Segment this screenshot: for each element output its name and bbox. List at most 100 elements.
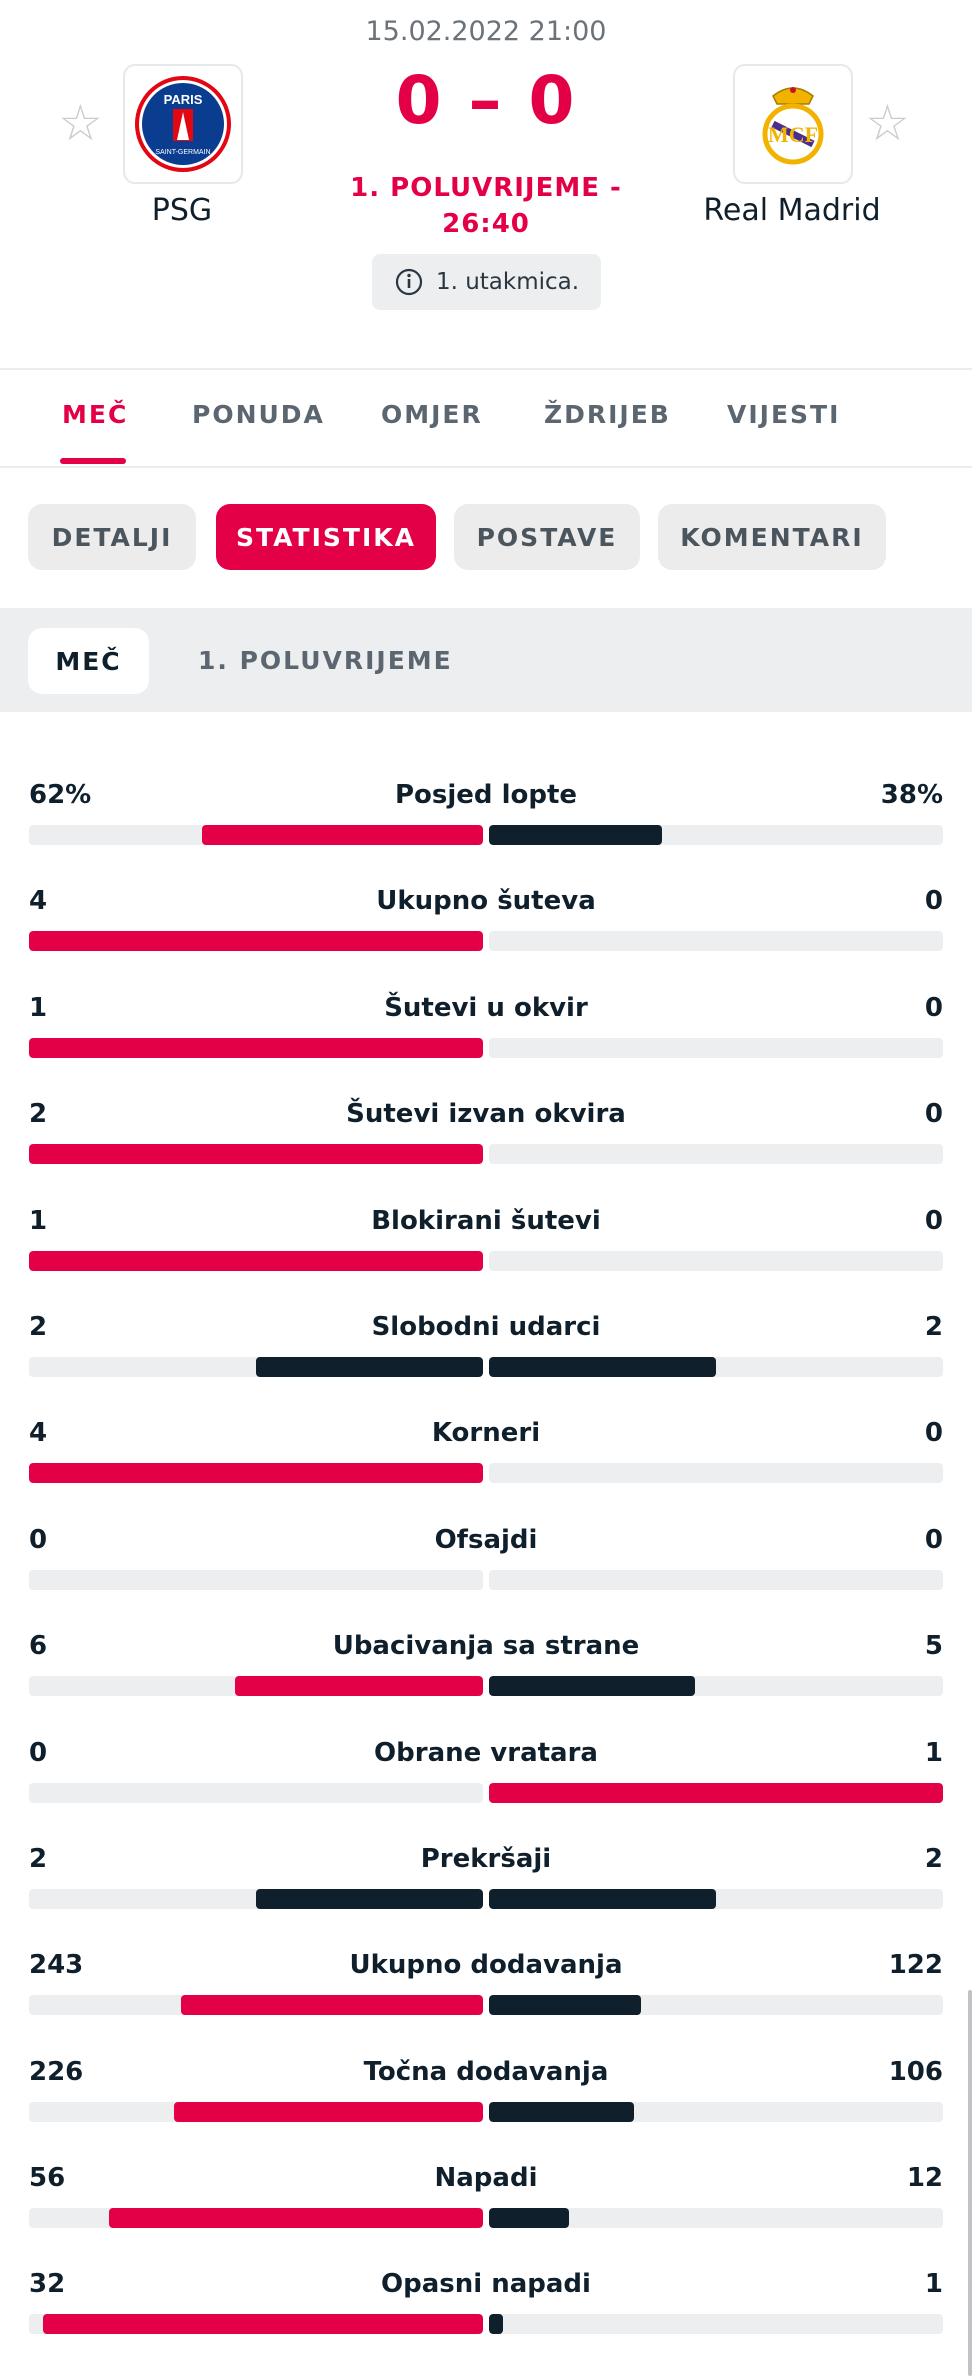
stat-row: 226 Točna dodavanja 106 (0, 2037, 972, 2143)
stat-away-value: 12 (906, 2163, 943, 2194)
stat-away-value: 0 (924, 886, 943, 917)
stat-away-value: 0 (924, 1099, 943, 1130)
tab-ponuda[interactable]: PONUDA (192, 400, 325, 429)
period-first-half-button[interactable]: 1. POLUVRIJEME (198, 646, 453, 675)
stat-away-value: 106 (888, 2056, 943, 2087)
stat-away-value: 0 (924, 1524, 943, 1555)
stat-home-bar (174, 2101, 483, 2122)
stat-home-bar-track (29, 1037, 483, 1058)
stat-away-bar-track (489, 1250, 943, 1271)
tab-omjer[interactable]: OMJER (381, 400, 483, 429)
scrollbar[interactable] (968, 1990, 972, 2376)
stat-home-bar (29, 1037, 483, 1058)
stat-away-bar-track (489, 825, 943, 845)
tab-mec[interactable]: MEČ (62, 400, 129, 429)
stat-away-bar-track (489, 1888, 943, 1909)
subtab-detalji[interactable]: DETALJI (28, 504, 196, 570)
stat-row: 0 Obrane vratara 1 (0, 1718, 972, 1824)
stat-away-bar (489, 1356, 716, 1377)
stat-away-value: 5 (924, 1631, 943, 1662)
stat-home-bar-track (29, 1782, 483, 1803)
stat-home-value: 32 (29, 2269, 66, 2300)
stat-row: 4 Korneri 0 (0, 1398, 972, 1504)
stat-home-value: 0 (29, 1737, 48, 1768)
stat-name: Korneri (431, 1418, 541, 1449)
info-icon (395, 268, 423, 296)
stat-home-bar (43, 2314, 483, 2335)
subtab-postave[interactable]: POSTAVE (454, 504, 640, 570)
svg-text:MCF: MCF (768, 122, 818, 147)
leg-info-text: 1. utakmica. (435, 269, 580, 295)
stat-name: Šutevi izvan okvira (346, 1099, 626, 1130)
favorite-star-icon-home[interactable]: ☆ (58, 94, 103, 152)
stat-home-bar-track (29, 1463, 483, 1484)
stat-row: 0 Ofsajdi 0 (0, 1505, 972, 1611)
stat-home-bar (202, 825, 483, 845)
home-team-logo[interactable]: PARIS SAINT-GERMAIN (123, 64, 243, 184)
stat-away-bar (489, 1888, 716, 1909)
stat-home-value: 243 (29, 1950, 84, 1981)
stat-home-bar-track (29, 2208, 483, 2229)
stat-home-bar (256, 1888, 483, 1909)
stat-home-value: 226 (29, 2056, 84, 2087)
stat-row: 1 Blokirani šutevi 0 (0, 1186, 972, 1292)
subtab-statistika[interactable]: STATISTIKA (216, 504, 436, 570)
stat-away-bar-track (489, 2314, 943, 2335)
tab-vijesti[interactable]: VIJESTI (727, 400, 841, 429)
stat-home-value: 56 (29, 2163, 66, 2194)
away-team-name[interactable]: Real Madrid (703, 193, 881, 228)
stat-home-value: 2 (29, 1843, 48, 1874)
stat-home-bar-track (29, 2101, 483, 2122)
stat-away-value: 1 (924, 1737, 943, 1768)
statistics-list: 62% Posjed lopte 38% 4 Ukupno šuteva 0 1 Šutevi… (0, 760, 972, 2356)
stat-name: Obrane vratara (374, 1737, 598, 1768)
stat-name: Opasni napadi (381, 2269, 591, 2300)
stat-away-value: 0 (924, 1205, 943, 1236)
stat-away-bar (489, 825, 662, 845)
stat-name: Točna dodavanja (363, 2056, 609, 2087)
stat-home-bar-track (29, 1144, 483, 1165)
stat-row: 56 Napadi 12 (0, 2143, 972, 2249)
match-header: 15.02.2022 21:00 ☆ PARIS SAINT-GERMAIN P… (0, 0, 972, 368)
stat-home-value: 0 (29, 1524, 48, 1555)
stat-away-bar-track (489, 1569, 943, 1590)
stat-home-bar (256, 1356, 483, 1377)
stat-away-value: 38% (880, 780, 943, 810)
stat-away-value: 0 (924, 992, 943, 1023)
home-team-name[interactable]: PSG (151, 193, 213, 228)
stat-home-bar (29, 1144, 483, 1165)
stat-away-value: 122 (888, 1950, 943, 1981)
stat-home-bar-track (29, 1676, 483, 1697)
stat-name: Posjed lopte (394, 780, 578, 810)
period-match-button[interactable]: MEČ (28, 628, 149, 694)
svg-text:PARIS: PARIS (164, 92, 203, 107)
tab-zdrijeb[interactable]: ŽDRIJEB (544, 400, 671, 429)
stat-home-value: 2 (29, 1311, 48, 1342)
stat-home-bar (29, 1250, 483, 1271)
stat-away-bar (489, 1995, 641, 2016)
stat-home-bar-track (29, 1995, 483, 2016)
stat-name: Ofsajdi (434, 1524, 538, 1555)
stat-row: 2 Slobodni udarci 2 (0, 1292, 972, 1398)
stat-home-value: 2 (29, 1099, 48, 1130)
stat-home-bar-track (29, 825, 483, 845)
stat-home-bar-track (29, 1888, 483, 1909)
stat-home-value: 62% (29, 780, 92, 810)
svg-text:SAINT-GERMAIN: SAINT-GERMAIN (155, 149, 210, 156)
away-team-logo[interactable]: MCF (733, 64, 853, 184)
main-tabs: MEČ PONUDA OMJER ŽDRIJEB VIJESTI (0, 368, 972, 468)
stat-row: 1 Šutevi u okvir 0 (0, 973, 972, 1079)
stat-row: 243 Ukupno dodavanja 122 (0, 1930, 972, 2036)
stat-away-bar-track (489, 1037, 943, 1058)
stat-away-bar-track (489, 2208, 943, 2229)
stat-away-value: 0 (924, 1418, 943, 1449)
stat-away-bar-track (489, 1356, 943, 1377)
stat-home-value: 1 (29, 1205, 48, 1236)
stat-row: 2 Šutevi izvan okvira 0 (0, 1079, 972, 1185)
subtab-komentari[interactable]: KOMENTARI (658, 504, 886, 570)
stat-away-value: 2 (924, 1843, 943, 1874)
favorite-star-icon-away[interactable]: ☆ (865, 94, 910, 152)
stat-away-bar (489, 2208, 569, 2229)
stat-away-value: 2 (924, 1311, 943, 1342)
stat-home-value: 4 (29, 886, 48, 917)
